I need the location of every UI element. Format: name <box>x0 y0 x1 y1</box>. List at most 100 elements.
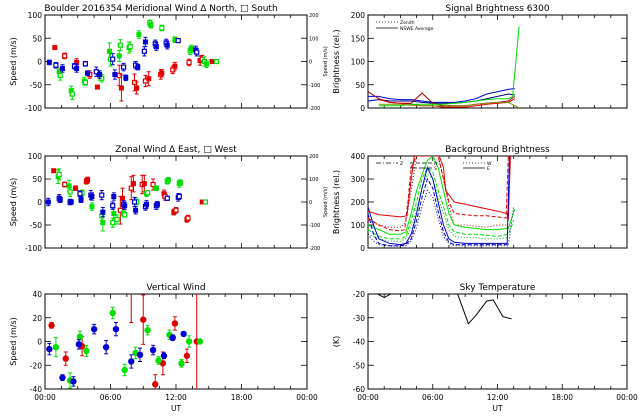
data-point <box>172 37 178 43</box>
data-point <box>67 189 73 195</box>
data-point <box>111 193 117 199</box>
x-tick-label: 06:00 <box>422 393 444 402</box>
y-tick-label: 100 <box>351 221 366 230</box>
y-tick-label-right: -100 <box>309 83 320 89</box>
data-point <box>66 183 72 189</box>
y-tick-label: 200 <box>351 198 366 207</box>
data-point <box>153 44 159 50</box>
data-point <box>141 48 147 54</box>
y-tick-label: 0 <box>37 58 42 67</box>
series-line-blue-2 <box>368 93 515 104</box>
plot-area <box>46 19 219 102</box>
data-point <box>176 193 182 200</box>
y-tick-label: -100 <box>25 244 42 253</box>
data-point <box>209 59 215 64</box>
data-point <box>75 341 83 348</box>
data-point <box>77 191 83 197</box>
y-tick-label-right: 200 <box>309 13 319 19</box>
data-point <box>114 216 120 223</box>
data-point <box>134 85 140 91</box>
x-tick-label: 00:00 <box>357 393 379 402</box>
data-point <box>85 177 91 183</box>
y-tick-label: 100 <box>351 58 366 67</box>
data-point <box>164 42 170 48</box>
chart-title: Sky Temperature <box>460 283 536 293</box>
data-point <box>110 203 116 209</box>
plot-area <box>46 281 204 389</box>
y-tick-label-right: 100 <box>309 177 319 183</box>
series-line-red-avg <box>378 98 516 108</box>
data-point <box>127 44 133 50</box>
data-point <box>199 199 205 205</box>
data-point <box>128 185 134 191</box>
legend-label: N <box>434 161 437 167</box>
data-point <box>165 177 171 183</box>
data-point <box>52 344 60 351</box>
data-point <box>69 91 75 97</box>
data-point <box>213 58 219 65</box>
y-tick-label: -20 <box>30 361 42 370</box>
data-point <box>82 79 88 86</box>
data-point <box>204 61 210 67</box>
x-tick-label: 00:00 <box>296 393 318 402</box>
data-point <box>185 338 193 345</box>
plot-frame <box>44 155 308 249</box>
data-point <box>128 281 134 287</box>
data-point <box>45 199 51 205</box>
y-tick-label-right: -200 <box>309 106 320 112</box>
y-tick-label: 40 <box>32 290 42 299</box>
data-point <box>59 65 65 71</box>
data-point <box>173 207 179 213</box>
y-tick-label: 50 <box>355 81 365 90</box>
y-axis-label: Speed (m/s) <box>9 317 18 366</box>
data-point <box>178 360 185 367</box>
y-axis-label: Brightness (rel.) <box>332 170 341 234</box>
data-point <box>136 351 144 358</box>
legend-label: W <box>487 161 492 167</box>
y-tick-label: 400 <box>351 152 366 161</box>
data-point <box>160 352 168 359</box>
data-point <box>148 22 154 28</box>
x-tick-label: 00:00 <box>34 393 56 402</box>
data-point <box>100 209 106 215</box>
data-point <box>145 190 151 196</box>
y-tick-label: 0 <box>37 338 42 347</box>
y-tick-label: 0 <box>360 244 365 253</box>
series-line-red-1 <box>368 156 511 221</box>
y-tick-label: 100 <box>28 11 43 20</box>
data-point <box>150 181 156 188</box>
chart-title: Signal Brightness 6300 <box>445 4 549 14</box>
series-blue <box>45 190 182 218</box>
data-point <box>135 64 141 70</box>
data-point <box>76 333 84 340</box>
data-point <box>110 220 116 226</box>
series-line-green-2 <box>368 166 515 240</box>
data-point <box>133 207 139 213</box>
y-tick-label-right: -100 <box>309 223 320 229</box>
series-blue <box>46 36 200 82</box>
data-point <box>46 345 53 353</box>
data-point <box>111 211 117 216</box>
y-axis-label: Brightness (rel.) <box>332 29 341 93</box>
series-green <box>52 306 204 389</box>
data-point <box>56 171 62 177</box>
data-point <box>186 59 192 66</box>
chart-title: Boulder 2016354 Meridional Wind Δ North,… <box>44 4 277 14</box>
data-point <box>185 215 191 221</box>
data-point <box>141 181 147 187</box>
data-point <box>188 45 194 51</box>
y-tick-label: -60 <box>353 385 365 394</box>
y-axis-label-right: Speed (m/s) <box>323 187 329 217</box>
chart-signal: Signal Brightness 6300 200 150 100 50 0 Bright… <box>332 4 628 113</box>
data-point <box>46 59 52 65</box>
y-tick-label-right: 100 <box>309 36 319 42</box>
plot-area <box>368 156 516 247</box>
data-point <box>109 309 116 317</box>
y-tick-label: -100 <box>25 104 42 113</box>
data-point <box>112 72 118 78</box>
y-tick-label: -30 <box>353 314 365 323</box>
data-point <box>62 53 68 59</box>
data-point <box>48 322 55 329</box>
series-line-blue-1 <box>368 88 515 103</box>
